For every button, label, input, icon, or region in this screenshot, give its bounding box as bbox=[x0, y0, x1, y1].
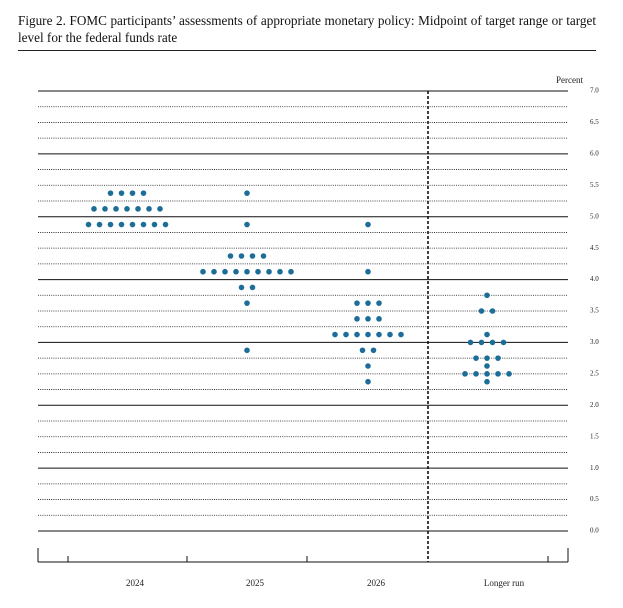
dot bbox=[249, 253, 256, 259]
dot bbox=[365, 363, 371, 369]
dot bbox=[365, 316, 371, 322]
dot bbox=[288, 268, 294, 275]
dot bbox=[332, 331, 338, 338]
dot bbox=[354, 316, 360, 322]
dot bbox=[365, 268, 371, 275]
dot bbox=[255, 268, 261, 275]
dot bbox=[484, 292, 490, 299]
dot bbox=[129, 221, 136, 228]
dot bbox=[151, 221, 158, 228]
dot bbox=[222, 268, 228, 275]
dot bbox=[107, 221, 114, 228]
dot bbox=[354, 331, 360, 338]
x-tick-label: 2024 bbox=[126, 578, 145, 588]
dot bbox=[365, 221, 371, 228]
dot bbox=[370, 347, 377, 354]
dot bbox=[484, 378, 490, 385]
dot bbox=[473, 355, 479, 361]
x-tick-label: 2025 bbox=[246, 578, 265, 588]
dot bbox=[249, 284, 256, 291]
y-tick-label: 7.0 bbox=[590, 87, 599, 95]
y-tick-label: 0.0 bbox=[590, 527, 599, 535]
dot bbox=[140, 221, 147, 228]
dot bbox=[233, 268, 239, 275]
dot bbox=[365, 378, 371, 385]
dot bbox=[354, 300, 360, 306]
dot bbox=[244, 300, 250, 306]
dot bbox=[266, 268, 272, 275]
y-tick-label: 2.5 bbox=[590, 369, 599, 377]
dot bbox=[146, 206, 152, 212]
y-tick-label: 3.0 bbox=[590, 338, 599, 346]
x-tick-label: 2026 bbox=[367, 578, 386, 588]
dot bbox=[495, 355, 501, 361]
dot bbox=[484, 371, 490, 377]
dot bbox=[113, 206, 119, 212]
dot bbox=[365, 300, 371, 306]
y-tick-label: 1.0 bbox=[590, 464, 599, 472]
dot bbox=[484, 363, 490, 369]
y-tick-label: 4.0 bbox=[590, 275, 599, 283]
dot bbox=[244, 221, 250, 228]
dot bbox=[484, 331, 490, 338]
chart-title: Figure 2. FOMC participants’ assessments… bbox=[18, 12, 596, 51]
dot bbox=[244, 347, 250, 354]
y-tick-label: 2.0 bbox=[590, 401, 599, 409]
x-tick-label: Longer run bbox=[484, 578, 525, 588]
dot bbox=[495, 371, 501, 377]
y-tick-label: 5.0 bbox=[590, 212, 599, 220]
dot bbox=[462, 371, 468, 377]
dot bbox=[478, 339, 485, 346]
dot bbox=[376, 300, 382, 306]
dot bbox=[376, 316, 382, 322]
dot bbox=[211, 268, 217, 275]
dot bbox=[260, 253, 267, 259]
dot bbox=[467, 339, 474, 346]
dot bbox=[91, 206, 97, 212]
dot bbox=[238, 284, 245, 291]
y-axis-label: Percent bbox=[556, 75, 583, 85]
dot bbox=[124, 206, 130, 212]
dot bbox=[376, 331, 382, 338]
y-tick-label: 1.5 bbox=[590, 432, 599, 440]
dot bbox=[107, 190, 114, 196]
dot bbox=[343, 331, 349, 338]
dot bbox=[135, 206, 141, 212]
y-tick-label: 4.5 bbox=[590, 244, 599, 252]
dot bbox=[500, 339, 507, 346]
dot bbox=[118, 221, 125, 228]
dot bbox=[227, 253, 234, 259]
dot bbox=[244, 268, 250, 275]
dot bbox=[277, 268, 283, 275]
dot bbox=[96, 221, 103, 228]
dot bbox=[200, 268, 206, 275]
dot bbox=[244, 190, 250, 196]
dot bbox=[238, 253, 245, 259]
dot bbox=[140, 190, 147, 196]
dot bbox=[506, 371, 512, 377]
y-tick-label: 5.5 bbox=[590, 181, 599, 189]
dot bbox=[387, 331, 393, 338]
dot bbox=[473, 371, 479, 377]
dot bbox=[365, 331, 371, 338]
dot bbox=[162, 221, 169, 228]
dot bbox=[478, 308, 485, 314]
dot bbox=[359, 347, 366, 354]
dot bbox=[489, 339, 496, 346]
dot bbox=[118, 190, 125, 196]
y-tick-label: 0.5 bbox=[590, 495, 599, 503]
dot bbox=[102, 206, 108, 212]
dot bbox=[398, 331, 404, 338]
y-tick-label: 6.0 bbox=[590, 149, 599, 157]
dot bbox=[484, 355, 490, 361]
dot bbox=[129, 190, 136, 196]
y-tick-label: 3.5 bbox=[590, 307, 599, 315]
dot bbox=[157, 206, 163, 212]
y-tick-label: 6.5 bbox=[590, 118, 599, 126]
dot bbox=[489, 308, 496, 314]
dot bbox=[85, 221, 92, 228]
